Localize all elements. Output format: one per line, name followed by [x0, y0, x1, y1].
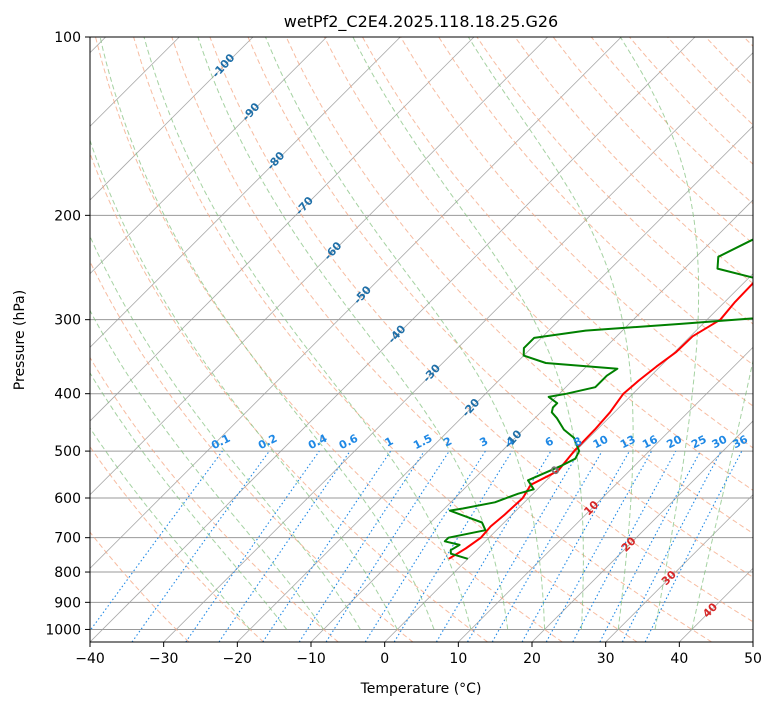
y-tick-label: 600: [54, 491, 81, 507]
mixing-ratio-line: [262, 450, 392, 642]
profile-lines: [443, 238, 753, 560]
x-axis-label: Temperature (°C): [360, 681, 482, 697]
x-tick-label: −20: [223, 651, 253, 667]
mixing-ratio-line: [393, 450, 513, 642]
isotherm-line: [90, 37, 327, 275]
mixing-ratio-line: [644, 450, 743, 642]
y-tick-label: 800: [54, 565, 81, 581]
dry-adiabat-line: [90, 260, 414, 642]
dry-adiabat-line: [133, 37, 638, 642]
dry-adiabat-line: [323, 37, 753, 491]
x-tick-label: 40: [670, 651, 688, 667]
y-tick-label: 400: [54, 387, 81, 403]
y-tick-label: 100: [54, 30, 81, 46]
moist-adiabat-line: [265, 37, 546, 630]
isotherm-line: [458, 346, 753, 642]
moist-adiabat-line: [90, 138, 398, 630]
mixing-ratio-line: [185, 450, 320, 642]
y-tick-label: 1000: [45, 622, 81, 638]
isotherm-line: [237, 125, 753, 642]
mixing-ratio-label: 30: [710, 433, 730, 452]
dry-adiabat-line: [171, 37, 712, 642]
moist-adiabat-line: [467, 37, 634, 630]
mixing-ratio-label: 36: [730, 433, 750, 452]
plot-frame: [89, 36, 754, 643]
dry-adiabat-line: [285, 37, 753, 535]
y-tick-label: 900: [54, 595, 81, 611]
x-tick-label: 50: [744, 651, 762, 667]
chart-title: wetPf2_C2E4.2025.118.18.25.G26: [284, 12, 558, 32]
isotherm-line: [90, 37, 401, 348]
isotherm-line: [90, 37, 622, 569]
x-tick-label: 0: [380, 651, 389, 667]
y-tick-label: 500: [54, 444, 81, 460]
background-lines: [90, 37, 753, 642]
moist-adiabat-line: [99, 37, 435, 630]
isotherm-line: [90, 37, 475, 422]
isotherm-line: [531, 420, 753, 642]
mixing-ratio-label: 13: [618, 433, 638, 452]
mixing-ratio-line: [325, 450, 450, 642]
mixing-ratio-label: 25: [689, 433, 709, 452]
moist-adiabat-line: [90, 309, 324, 630]
moist-adiabat-line: [352, 37, 584, 630]
dry-adiabat-line: [90, 356, 339, 642]
dry-adiabat-line: [247, 37, 753, 578]
mixing-ratio-line: [298, 450, 425, 642]
dry-adiabat-line: [209, 37, 753, 623]
y-axis-label: Pressure (hPa): [12, 290, 28, 390]
moist-adiabat-line: [197, 37, 509, 630]
moist-adiabat-line: [90, 235, 361, 630]
x-tick-label: −40: [75, 651, 105, 667]
moist-adiabat-line: [143, 37, 472, 630]
mixing-ratio-line: [521, 450, 630, 642]
dewpoint-line: [443, 238, 753, 560]
mixing-ratio-label: 16: [640, 433, 660, 452]
y-tick-label: 300: [54, 313, 81, 329]
temperature-line: [448, 281, 753, 560]
isotherm-line: [90, 37, 548, 496]
moist-adiabat-line: [691, 358, 753, 630]
dry-adiabat-line: [90, 445, 264, 642]
isotherm-line: [90, 37, 696, 642]
mixing-ratio-line: [545, 450, 653, 642]
isotherm-line: [384, 273, 753, 642]
isotherm-line: [605, 494, 753, 642]
dry-adiabat-line: [514, 37, 753, 285]
mixing-ratio-line: [572, 450, 677, 642]
dry-adiabat-line: [438, 37, 753, 366]
x-tick-label: −30: [149, 651, 179, 667]
moist-adiabat-line: [619, 37, 700, 630]
y-tick-label: 200: [54, 208, 81, 224]
isotherm-line: [90, 37, 254, 201]
dry-adiabat-line: [400, 37, 753, 407]
mixing-ratio-label: 20: [664, 433, 684, 452]
axis-ticks: −40 −30 −20 −10 0 10 20 30 40 50 1000 900 800 700 600 5…: [45, 30, 762, 667]
dry-adiabat-line: [90, 531, 190, 642]
dry-adiabat-line: [362, 37, 753, 449]
isotherm-line: [163, 52, 753, 642]
x-tick-label: 30: [597, 651, 615, 667]
mixing-ratio-line: [90, 450, 223, 632]
dry-adiabat-line: [95, 37, 563, 642]
mixing-ratio-label: 10: [591, 433, 611, 452]
x-tick-label: 10: [449, 651, 467, 667]
dry-adiabat-line: [90, 151, 488, 642]
mixing-ratio-line: [131, 450, 270, 642]
x-tick-label: 20: [523, 651, 541, 667]
x-tick-label: −10: [296, 651, 326, 667]
mixing-ratio-line: [218, 450, 351, 642]
y-tick-label: 700: [54, 531, 81, 547]
